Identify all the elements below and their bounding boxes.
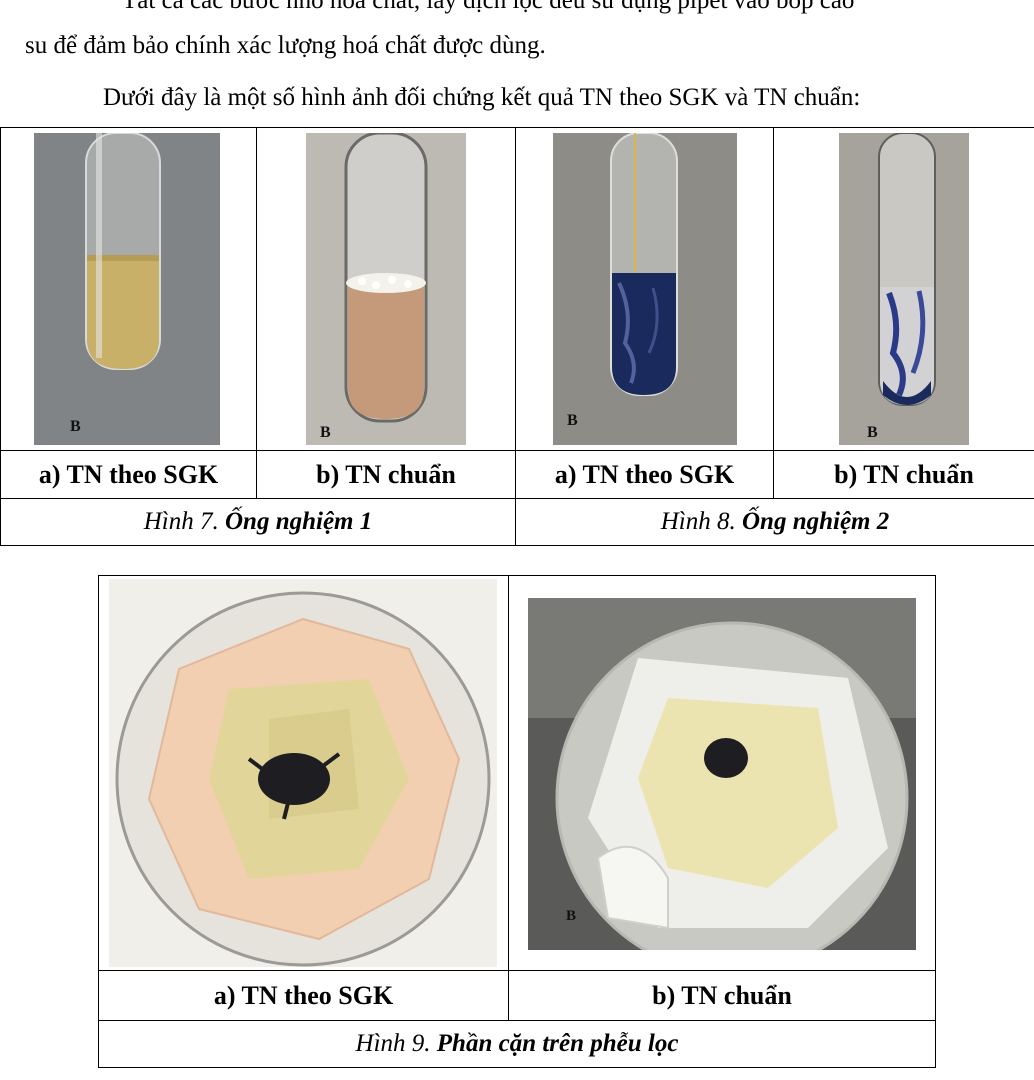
figure-prefix: Hình 8. xyxy=(660,508,736,535)
photo-filter-sgk xyxy=(98,575,509,971)
photo-marker-b: B xyxy=(867,424,878,441)
photo-tube2-standard: B xyxy=(773,127,1034,451)
figure-table-test-tubes: B B B xyxy=(0,127,1034,546)
caption-fig9-a: a) TN theo SGK xyxy=(98,970,509,1021)
figure-name: Ống nghiệm 1 xyxy=(224,508,373,535)
caption-fig7-b: b) TN chuẩn xyxy=(256,450,516,499)
caption-fig9-b: b) TN chuẩn xyxy=(508,970,936,1021)
photo-marker-b: B xyxy=(70,418,81,435)
caption-fig7-a: a) TN theo SGK xyxy=(0,450,257,499)
figure-name: Ống nghiệm 2 xyxy=(741,508,890,535)
photo-tube1-sgk: B xyxy=(0,127,257,451)
paragraph-line-3: Dưới đây là một số hình ảnh đối chứng kế… xyxy=(103,84,861,111)
photo-marker-b: B xyxy=(567,412,578,429)
photo-marker-b: B xyxy=(566,908,576,924)
photo-marker-b: B xyxy=(320,424,331,441)
figure-title-8: Hình 8. Ống nghiệm 2 xyxy=(515,498,1034,546)
figure-name: Phần cặn trên phễu lọc xyxy=(436,1030,679,1057)
figure-prefix: Hình 7. xyxy=(143,508,219,535)
figure-table-filter-residue: B a) TN theo SGK b) TN chuẩn Hình 9. Phầ… xyxy=(98,575,936,1068)
photo-filter-standard: B xyxy=(508,575,936,971)
figure-title-9: Hình 9. Phần cặn trên phễu lọc xyxy=(98,1020,936,1068)
caption-fig8-a: a) TN theo SGK xyxy=(515,450,774,499)
photo-tube2-sgk: B xyxy=(515,127,774,451)
caption-fig8-b: b) TN chuẩn xyxy=(773,450,1034,499)
figure-prefix: Hình 9. xyxy=(355,1030,431,1057)
paragraph-line-2: su để đảm bảo chính xác lượng hoá chất đ… xyxy=(25,32,546,59)
paragraph-line-top: Tất cả các bước nhỏ hoá chất, lấy dịch l… xyxy=(122,0,855,14)
photo-tube1-standard: B xyxy=(256,127,516,451)
figure-title-7: Hình 7. Ống nghiệm 1 xyxy=(0,498,516,546)
